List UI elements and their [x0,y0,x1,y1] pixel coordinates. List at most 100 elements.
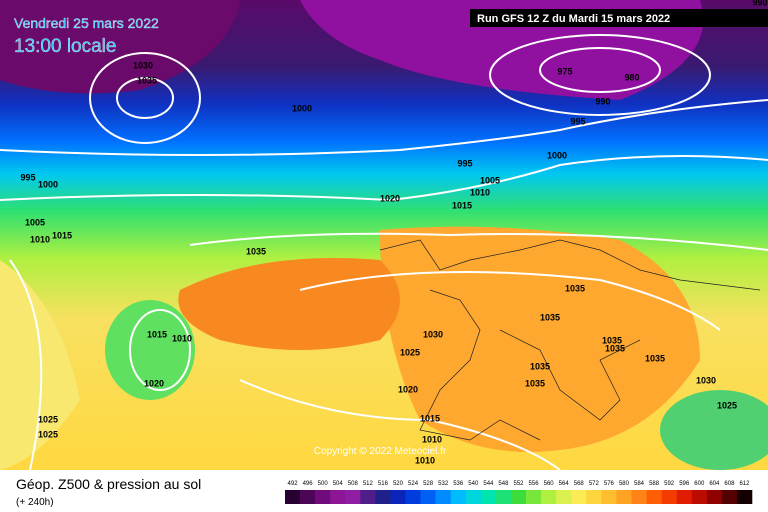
scale-label: 612 [739,481,750,487]
isobar [9,259,43,471]
scale-swatch [736,490,753,504]
isobar-label: 990 [595,96,610,106]
isobar-label: 1010 [415,455,435,465]
scale-swatch [465,490,482,504]
scale-swatch [405,490,421,504]
green-zone [660,390,768,470]
isobar [0,155,768,202]
isobar-label: 1035 [137,75,157,85]
isobar-label: 1035 [530,361,550,371]
scale-label: 500 [318,481,329,487]
isobar-label: 1035 [540,312,560,322]
isobar-label: 995 [20,172,35,182]
isobar [239,379,561,471]
scale-swatch [676,490,693,504]
isobar-label: 995 [570,116,585,126]
isobar-label: 1030 [423,329,443,339]
isobar-labels: 9901030103597598099099510001000995100510… [20,0,767,465]
scale-label: 548 [498,481,509,487]
scale-label: 564 [559,481,570,487]
scale-swatch [345,490,361,504]
legend-title: Géop. Z500 & pression au sol [16,476,201,492]
legend-subtitle: (+ 240h) [16,497,54,508]
scale-label: 544 [483,481,494,487]
scale-label: 572 [589,481,600,487]
isobar-label: 1015 [420,413,440,423]
scale-label: 584 [634,481,645,487]
scale-swatch [661,490,677,504]
scale-label: 496 [303,481,314,487]
scale-label: 576 [604,481,615,487]
isobar [299,271,721,331]
scale-swatch [435,490,452,504]
scale-swatch [315,490,331,504]
coastlines [379,239,761,441]
coastline [419,289,541,441]
scale-label: 492 [288,481,299,487]
isobar [116,77,174,119]
scale-label: 580 [619,481,630,487]
isobar-label: 980 [624,72,639,82]
scale-swatch [616,490,632,504]
isobar-label: 1010 [470,187,490,197]
isobar-label: 1035 [565,283,585,293]
isobar [129,309,191,391]
scale-label: 540 [468,481,479,487]
isobar [0,99,768,156]
isobar-label: 1035 [645,353,665,363]
scale-swatch [646,490,662,504]
isobar-label: 975 [557,66,572,76]
isobar-label: 1020 [380,193,400,203]
date-text: Vendredi 25 mars 2022 [14,15,159,31]
scale-swatch [285,490,301,504]
scale-label: 512 [363,481,374,487]
isobar-label: 1025 [38,429,58,439]
scale-label: 592 [664,481,675,487]
isobar-label: 1030 [696,375,716,385]
isobar-label: 995 [457,158,472,168]
run-box [470,9,768,27]
isobar-label: 1035 [605,343,625,353]
isobar-label: 1015 [52,230,72,240]
isobar-label: 1035 [246,246,266,256]
scale-swatch [420,490,436,504]
isobar-label: 990 [752,0,767,7]
scale-swatch [510,490,527,504]
scale-label: 532 [438,481,449,487]
scale-label: 596 [679,481,690,487]
green-trough [105,300,195,400]
yellow-zone [0,260,80,470]
isobar-label: 1005 [25,217,45,227]
scale-swatch [571,490,587,504]
isobar-label: 1005 [480,175,500,185]
isobar-label: 1010 [172,333,192,343]
scale-label: 568 [574,481,585,487]
isobar [489,34,711,116]
isobar [189,232,768,251]
scale-swatch [631,490,647,504]
isobar [539,47,661,93]
isobar-label: 1025 [38,414,58,424]
scale-swatch [541,490,557,504]
scale-label: 520 [393,481,404,487]
coastline [379,239,761,291]
scale-label: 508 [348,481,359,487]
isobar-label: 1035 [602,335,622,345]
isobar-label: 1015 [452,200,472,210]
coastline [499,329,641,421]
scale-swatch [721,490,738,504]
scale-swatch [586,490,602,504]
scale-label: 516 [378,481,389,487]
scale-label: 560 [544,481,555,487]
scale-label: 608 [724,481,735,487]
scale-swatch [601,490,617,504]
scale-label: 600 [694,481,705,487]
isobar-label: 1035 [525,378,545,388]
scale-label: 604 [709,481,720,487]
scale-swatch [360,490,376,504]
isobar-label: 1015 [147,329,167,339]
isobars [0,34,768,471]
scale-swatch [330,490,346,504]
time-text: 13:00 locale [14,36,116,57]
